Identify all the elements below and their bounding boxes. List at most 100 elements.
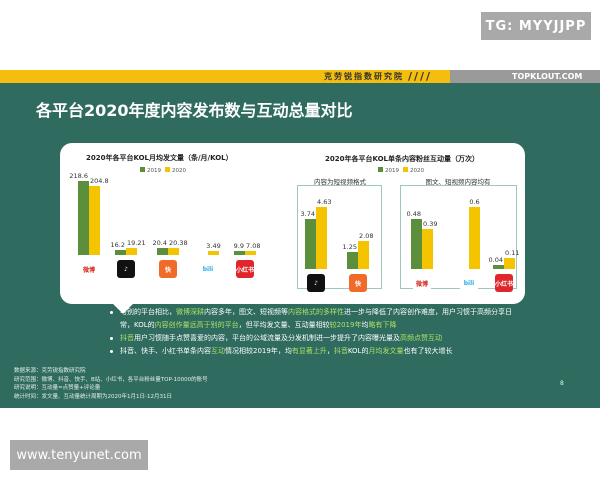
bilibili-icon: bili — [460, 274, 478, 292]
bar-2020-xiaohongshu — [245, 251, 256, 255]
legend-2020: 2020 — [403, 167, 424, 174]
highlight-text: 内容格式的多样性 — [288, 308, 344, 316]
xiaohongshu-icon: 小红书 — [495, 274, 513, 292]
weibo-icon: 微博 — [413, 274, 431, 292]
bullet-text: 抖音、快手、小红书单条内容 — [120, 347, 211, 355]
data-label: 218.6 — [69, 172, 88, 180]
bullet-text: KOL的 — [347, 347, 369, 355]
highlight-text: 抖音 — [333, 347, 348, 355]
data-label: 1.25 — [342, 243, 357, 252]
data-label: 20.38 — [169, 239, 188, 248]
slide: 克劳锐指数研究院 //// TOPKLOUT.COM 各平台2020年度内容发布… — [0, 70, 600, 408]
data-label: 0.48 — [406, 210, 421, 219]
watermark-site: www.tenyunet.com — [10, 440, 148, 470]
bullet-item: 抖音用户习惯随手点赞喜爱的内容，平台的公域流量及分发机制进一步提升了内容曝光量及… — [110, 332, 520, 345]
bar-2020-weibo — [422, 228, 433, 269]
kuaishou-icon: 快 — [349, 274, 367, 292]
bullet-text: 与别的平台相比， — [120, 308, 176, 316]
page-title: 各平台2020年度内容发布数与互动总量对比 — [36, 101, 353, 120]
bullet-item: 与别的平台相比，微博深耕内容多年，图文、短视频等内容格式的多样性进一步与降低了内… — [110, 306, 520, 332]
watermark-tg: TG: MYYJJPP — [481, 12, 591, 40]
highlight-text: 内容创作量远高于别的平台 — [154, 321, 239, 329]
bullet-item: 抖音、快手、小红书单条内容互动情况相较2019年，均有显著上升，抖音KOL的月均… — [110, 345, 520, 358]
chart2-legend: 2019 2020 — [378, 167, 424, 174]
highlight-text: 微博深耕 — [176, 308, 204, 316]
data-label: 4.63 — [317, 198, 332, 206]
group-box-right — [400, 185, 517, 289]
douyin-icon: ♪ — [307, 274, 325, 292]
weibo-icon: 微博 — [80, 260, 98, 278]
data-label: 3.49 — [206, 242, 221, 250]
legend-2020: 2020 — [165, 167, 186, 174]
data-label: 7.08 — [246, 242, 261, 250]
data-label: 0.11 — [505, 248, 520, 257]
bar-2020-weibo — [89, 185, 100, 255]
highlight-text: 互动 — [211, 347, 225, 355]
bar-2020-douyin — [316, 207, 327, 269]
legend-2019: 2019 — [140, 167, 161, 174]
page-number: 8 — [560, 380, 564, 387]
chart2-plot: 3.74 4.63 ♪ 1.25 2.08 快 0.48 0.39 微博 0.6 bili 0.04 0… — [60, 143, 525, 304]
xiaohongshu-icon: 小红书 — [236, 260, 254, 278]
highlight-text: 抖音 — [120, 334, 134, 342]
note-scope: 研究范围：微博、抖音、快手、B站、小红书，各平台粉丝量TOP-10000的账号 — [14, 376, 208, 383]
data-label: 19.21 — [127, 239, 146, 248]
group-label-right: 图文、短视频内容均有 — [425, 178, 491, 186]
bar-2020-xiaohongshu — [504, 257, 515, 269]
bullet-text: ，但平均发文量、互动量相较 — [238, 321, 330, 329]
bar-2020-douyin — [126, 248, 137, 255]
bar-2020-bilibili — [208, 251, 219, 255]
note-period: 统计时间：发文量、互动量统计周期为2020年1月1日-12月31日 — [14, 393, 172, 400]
bullet-text: 用户习惯随手点赞喜爱的内容，平台的公域流量及分发机制进一步提升了内容曝光量及 — [134, 334, 400, 342]
group-label-left: 内容为短视频格式 — [314, 178, 366, 186]
bar-2019-xiaohongshu — [234, 251, 245, 255]
bullet-text: 情况相较2019年，均 — [225, 347, 292, 355]
chart1-legend: 2019 2020 — [140, 167, 186, 174]
data-label: 0.39 — [423, 219, 438, 228]
chart-card: 2020年各平台KOL月均发文量（条/月/KOL） 2019 2020 218.… — [60, 143, 525, 304]
data-label: 9.9 — [233, 242, 244, 250]
note-definition: 研究说明：互动量=点赞量+评论量 — [14, 385, 101, 391]
bar-2020-kuaishou — [358, 241, 369, 269]
notes: 数据来源：克劳锐指数研究院 研究范围：微博、抖音、快手、B站、小红书，各平台粉丝… — [14, 367, 208, 401]
group-box-left — [297, 185, 382, 289]
bullet-text: 也有了较大增长 — [403, 347, 453, 355]
bullet-list: 与别的平台相比，微博深耕内容多年，图文、短视频等内容格式的多样性进一步与降低了内… — [110, 306, 520, 358]
data-label: 0.04 — [488, 255, 503, 264]
bar-2019-kuaishou — [347, 252, 358, 269]
brand-logo: TOPKLOUT.COM — [450, 70, 600, 83]
highlight-text: 略有下降 — [368, 321, 397, 329]
bar-2019-xiaohongshu — [493, 264, 504, 269]
data-label: 16.2 — [110, 240, 125, 249]
bar-2019-kuaishou — [157, 248, 168, 255]
bar-2019-weibo — [411, 219, 422, 269]
note-source: 数据来源：克劳锐指数研究院 — [14, 368, 86, 374]
bullet-text: 内容多年，图文、短视频等 — [204, 308, 288, 316]
bar-2020-bilibili — [469, 207, 480, 269]
legend-2019: 2019 — [378, 167, 399, 174]
bar-2019-douyin — [305, 218, 316, 269]
data-label: 204.8 — [90, 176, 109, 185]
bullet-text: ， — [326, 347, 334, 355]
bilibili-icon: bili — [199, 260, 217, 278]
bar-2020-kuaishou — [168, 248, 179, 255]
chart1-title: 2020年各平台KOL月均发文量（条/月/KOL） — [86, 154, 233, 162]
highlight-text: 有显著上升 — [291, 347, 327, 355]
kuaishou-icon: 快 — [159, 260, 177, 278]
org-name: 克劳锐指数研究院 — [324, 72, 404, 81]
highlight-text: 高频点赞互动 — [400, 334, 442, 342]
bullet-text: 均 — [361, 321, 369, 329]
bar-2019-douyin — [115, 249, 126, 255]
chart1-plot: 218.6 204.8 微博 16.2 19.21 ♪ 20.4 20.38 快 3.49 bili… — [60, 143, 290, 304]
data-label: 3.74 — [300, 209, 315, 218]
highlight-text: 较2019年 — [329, 321, 362, 329]
highlight-text: 月均发文量 — [368, 347, 404, 355]
data-label: 2.08 — [359, 232, 374, 241]
header-bar: 克劳锐指数研究院 //// TOPKLOUT.COM — [0, 70, 600, 83]
bar-2019-weibo — [78, 181, 89, 255]
chart2-title: 2020年各平台KOL单条内容粉丝互动量（万次） — [325, 155, 480, 163]
data-label: 20.4 — [152, 239, 167, 248]
decor-stripes: //// — [408, 70, 433, 83]
douyin-icon: ♪ — [117, 260, 135, 278]
bullet-text: 进一步与降低了内容创作难度，用户习惯于高频分享日常，KOL的 — [120, 308, 512, 329]
